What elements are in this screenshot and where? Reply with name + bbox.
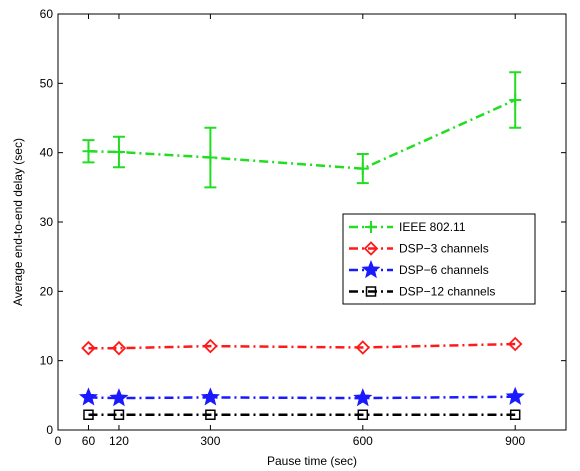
data-point (112, 145, 125, 158)
data-point (83, 409, 94, 420)
y-tick-label: 60 (40, 7, 54, 21)
data-point (205, 409, 216, 420)
data-point (113, 409, 125, 420)
series-layer (78, 71, 525, 420)
y-tick-label: 40 (40, 146, 54, 160)
data-point (509, 409, 521, 420)
data-point (200, 387, 220, 406)
y-tick-label: 50 (40, 76, 54, 90)
y-tick-label: 30 (40, 215, 54, 229)
data-point (509, 93, 522, 106)
data-point (505, 386, 525, 405)
x-tick-label: 900 (505, 434, 525, 448)
legend-marker (363, 241, 379, 256)
legend-entry: DSP−6 channels (349, 259, 489, 279)
data-point (111, 340, 127, 356)
legend-entry: DSP−3 channels (349, 241, 489, 256)
legend-label: DSP−12 channels (399, 285, 495, 299)
legend-marker (361, 259, 381, 279)
legend-entry: IEEE 802.11 (349, 220, 466, 234)
series-line (88, 342, 516, 350)
y-tick-label: 20 (40, 284, 54, 298)
data-point (353, 388, 373, 407)
data-point (507, 336, 523, 352)
axes: 0 60 120 300 600 900 0 10 20 30 40 50 60 (40, 7, 566, 448)
data-point (78, 387, 99, 406)
legend-label: DSP−6 channels (399, 263, 489, 277)
legend-label: IEEE 802.11 (399, 220, 466, 234)
legend-entry: DSP−12 channels (349, 285, 495, 299)
legend-label: DSP−3 channels (399, 242, 489, 256)
data-point (203, 338, 218, 354)
y-axis-label: Average end-to-end delay (sec) (11, 138, 25, 306)
x-tick-label: 120 (109, 434, 129, 448)
data-point (355, 340, 371, 355)
series-square (83, 409, 521, 420)
y-tick-label: 0 (46, 423, 53, 437)
data-point (82, 145, 95, 158)
x-tick-label: 300 (200, 434, 220, 448)
data-point (81, 340, 96, 356)
series-star (78, 386, 525, 407)
x-tick-label: 0 (55, 434, 62, 448)
series-line (88, 395, 516, 400)
data-point (356, 162, 369, 175)
data-point (357, 409, 369, 420)
x-tick-label: 60 (82, 434, 96, 448)
series-diamond (81, 336, 523, 356)
x-axis-label: Pause time (sec) (267, 454, 357, 468)
legend: IEEE 802.11 DSP−3 channels DSP−6 channels D… (342, 213, 536, 305)
legend-marker (365, 221, 377, 233)
series-plus (82, 71, 522, 189)
x-tick-label: 600 (353, 434, 373, 448)
y-tick-label: 10 (40, 354, 54, 368)
data-point (204, 151, 217, 164)
data-point (109, 388, 129, 407)
legend-marker (365, 286, 377, 297)
